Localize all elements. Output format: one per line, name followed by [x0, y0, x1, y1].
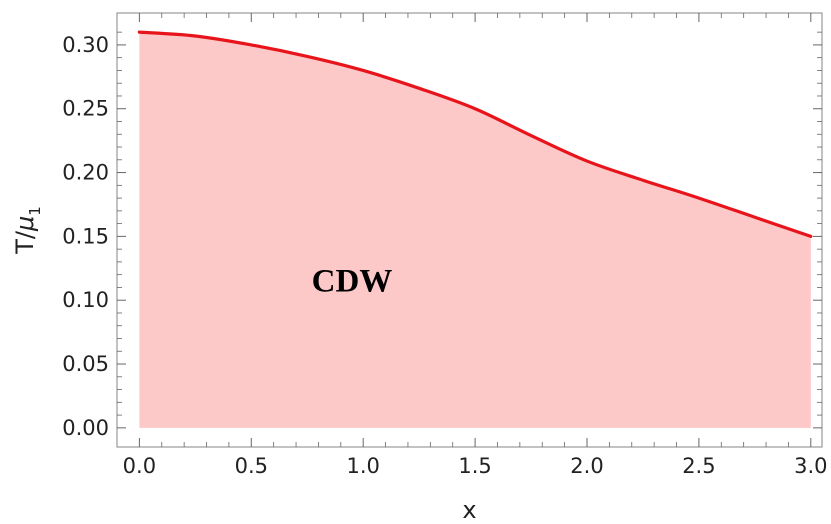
plot-frame [116, 12, 823, 448]
phase-boundary-line [137, 30, 813, 238]
y-axis-label-subscript: 1 [26, 206, 44, 216]
y-tick-label: 0.00 [62, 416, 109, 440]
x-tick-label: 2.0 [570, 454, 603, 478]
y-tick-label: 0.10 [62, 288, 109, 312]
y-tick-label: 0.30 [62, 33, 109, 57]
x-axis-label: x [462, 496, 476, 524]
cdw-region-label: CDW [312, 263, 393, 299]
x-tick-label: 1.5 [458, 454, 491, 478]
y-axis-label-main: T/ [11, 230, 39, 255]
y-axis-label-greek: μ [11, 216, 39, 232]
axis-ticks [117, 13, 822, 447]
cdw-region-fill [139, 32, 811, 428]
y-tick-label: 0.25 [62, 97, 109, 121]
y-axis-label: T/μ1 [11, 206, 44, 255]
annotations: CDW [312, 263, 393, 299]
phase-boundary-layer [137, 30, 813, 238]
cdw-region-layer [139, 32, 811, 428]
y-tick-label: 0.20 [62, 161, 109, 185]
x-tick-label: 2.5 [682, 454, 715, 478]
x-tick-label: 1.0 [346, 454, 379, 478]
x-tick-label: 0.0 [123, 454, 156, 478]
y-tick-label: 0.05 [62, 352, 109, 376]
tick-labels: 0.0 0.5 1.0 1.5 2.0 2.5 3.0 0.00 0.05 0.10 0.15 0.2… [62, 33, 827, 478]
x-tick-label: 0.5 [235, 454, 268, 478]
y-tick-label: 0.15 [62, 224, 109, 248]
x-tick-label: 3.0 [794, 454, 827, 478]
